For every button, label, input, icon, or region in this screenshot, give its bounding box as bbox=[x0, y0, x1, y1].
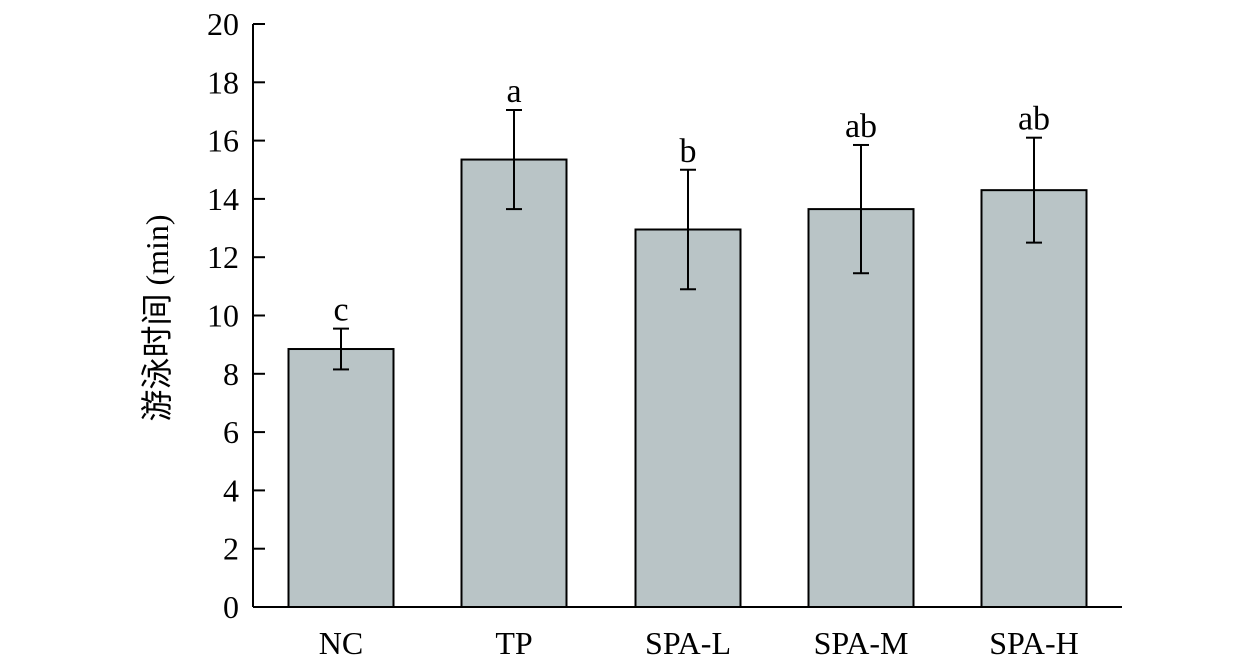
bar bbox=[634, 228, 742, 608]
x-category-label: SPA-H bbox=[989, 625, 1079, 661]
x-axis-labels: NC TP SPA-L SPA-M SPA-H bbox=[319, 625, 1079, 661]
y-tick-label: 10 bbox=[207, 298, 239, 334]
y-tick-label: 8 bbox=[223, 356, 239, 392]
y-tick-label: 4 bbox=[223, 472, 239, 508]
significance-label: ab bbox=[845, 108, 877, 145]
error-bars bbox=[333, 108, 1042, 371]
bar bbox=[807, 208, 915, 608]
significance-label: ab bbox=[1018, 101, 1050, 138]
x-category-label: SPA-L bbox=[645, 625, 731, 661]
y-axis-label: 游泳时间 (min) bbox=[139, 214, 175, 421]
x-category-label: TP bbox=[495, 625, 532, 661]
bar bbox=[460, 158, 568, 609]
y-tick-label: 20 bbox=[207, 6, 239, 42]
x-category-label: NC bbox=[319, 625, 363, 661]
y-tick-label: 14 bbox=[207, 181, 239, 217]
y-tick-label: 2 bbox=[223, 531, 239, 567]
bar bbox=[980, 189, 1088, 608]
x-category-label: SPA-M bbox=[814, 625, 909, 661]
y-axis-ticks: 0 2 4 6 8 10 12 14 16 18 20 bbox=[207, 6, 265, 625]
y-tick-label: 0 bbox=[223, 589, 239, 625]
significance-label: b bbox=[680, 133, 697, 170]
y-tick-label: 18 bbox=[207, 64, 239, 100]
y-tick-label: 12 bbox=[207, 239, 239, 275]
bar bbox=[287, 348, 395, 608]
bars bbox=[287, 158, 1088, 609]
y-tick-label: 6 bbox=[223, 414, 239, 450]
significance-label: a bbox=[506, 73, 521, 110]
significance-label: c bbox=[333, 292, 348, 329]
y-tick-label: 16 bbox=[207, 123, 239, 159]
